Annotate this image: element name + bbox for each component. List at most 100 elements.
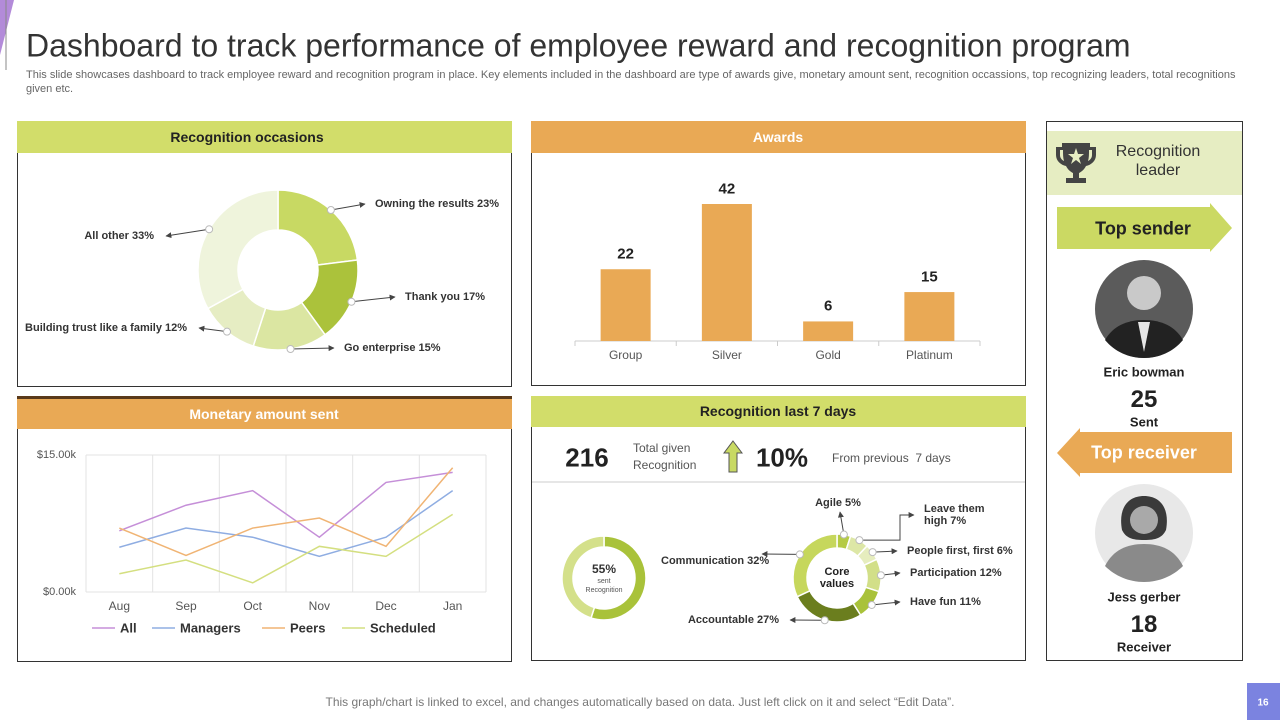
leader-line	[872, 548, 898, 555]
slice-value: 27%	[756, 614, 779, 626]
x-tick-label: Jan	[442, 599, 463, 613]
x-tick-label: Nov	[308, 599, 330, 613]
x-tick-label: Sep	[175, 599, 197, 613]
slice-value: 17%	[463, 291, 486, 303]
leader-dot	[795, 550, 804, 559]
leader-line	[330, 201, 366, 211]
receiver-unit: Receiver	[1116, 639, 1172, 655]
slice-value: 23%	[477, 198, 500, 210]
up-arrow-icon	[723, 440, 743, 473]
slice-label: Participation 12%	[910, 567, 1002, 579]
slice-category: Have fun	[910, 596, 957, 608]
top-sender-label: Top sender	[1095, 218, 1191, 239]
leader-dot	[347, 297, 356, 306]
slice-label: Communication 32%	[661, 555, 769, 567]
bar-value-label: 22	[617, 245, 634, 263]
slice-category: All other	[84, 230, 129, 242]
subtitle: This slide showcases dashboard to track …	[26, 69, 1236, 95]
sender-photo	[1095, 260, 1193, 358]
leader-line	[165, 228, 210, 239]
donut-value: 55%	[591, 562, 617, 576]
leader-dot	[855, 536, 864, 545]
receiver-photo	[1095, 484, 1193, 582]
slice-label: People first, first 6%	[907, 545, 1013, 557]
receiver-count: 18	[1130, 611, 1158, 638]
panel-title: Recognition last 7 days	[699, 403, 857, 419]
slice-value: 15%	[418, 342, 441, 354]
donut-slice	[792, 533, 838, 598]
donut-slice	[197, 189, 279, 310]
x-tick-label: Oct	[243, 599, 262, 613]
donut-track	[561, 535, 605, 619]
sender-unit: Sent	[1129, 414, 1159, 430]
panel	[531, 121, 1026, 386]
panel-title: Recognition occasions	[170, 129, 324, 145]
page-number-box	[1247, 683, 1280, 720]
corner-accent	[0, 0, 14, 55]
panel-header-rule	[17, 396, 512, 399]
receiver-name: Jess gerber	[1107, 589, 1181, 605]
panel-title: Monetary amount sent	[189, 406, 339, 422]
x-tick-label: Group	[608, 348, 643, 362]
slice-value: 5%	[845, 497, 861, 509]
series-line	[119, 471, 453, 539]
bar	[701, 204, 752, 341]
series-line	[119, 513, 454, 584]
title: Dashboard to track performance of employ…	[26, 27, 1131, 64]
donut-slice	[277, 189, 359, 266]
slice-category: Leave them high	[924, 503, 985, 527]
leader-line	[871, 599, 901, 606]
slice-label: Have fun 11%	[910, 596, 981, 608]
leader-dot	[286, 345, 295, 354]
slice-label: Leave them high 7%	[924, 503, 1004, 527]
slice-label: All other 33%	[84, 230, 154, 242]
sender-count: 25	[1130, 386, 1158, 413]
sender-name: Eric bowman	[1103, 364, 1185, 380]
series-line	[119, 490, 454, 558]
slice-category: Thank you	[405, 291, 461, 303]
slice-category: Owning the results	[375, 198, 475, 210]
total-count: 216	[565, 442, 609, 473]
bar	[803, 321, 854, 341]
slice-value: 12%	[164, 322, 187, 334]
y-tick-label: $0.00k	[42, 586, 76, 598]
leader-title: Recognition leader	[1115, 143, 1201, 179]
slice-category: People first, first	[907, 545, 994, 557]
donut-center-label: Core values	[819, 566, 855, 590]
x-tick-label: Gold	[815, 348, 841, 362]
bar-value-label: 15	[921, 268, 938, 286]
panel-title: Awards	[752, 129, 804, 145]
slice-label: Agile 5%	[815, 497, 861, 509]
change-label: From previous 7 days	[832, 451, 951, 465]
leader-dot	[839, 530, 848, 539]
legend-label: All	[120, 620, 137, 636]
footer: This graph/chart is linked to excel, and…	[325, 695, 955, 709]
y-tick-label: $15.00k	[36, 449, 76, 461]
legend-label: Scheduled	[370, 620, 436, 636]
leader-dot	[867, 600, 876, 609]
leader-line	[859, 512, 915, 541]
slice-value: 33%	[131, 230, 154, 242]
legend-label: Peers	[290, 620, 326, 636]
leader-dot	[876, 571, 885, 580]
slice-category: Accountable	[687, 614, 754, 626]
slice-label: Owning the results 23%	[375, 198, 499, 210]
slice-value: 6%	[996, 545, 1013, 557]
slice-category: Communication	[661, 555, 745, 567]
series-line	[119, 467, 454, 557]
leader-line	[290, 345, 335, 352]
slice-value: 32%	[747, 555, 770, 567]
leader-line	[198, 325, 228, 333]
x-tick-label: Aug	[108, 599, 131, 613]
legend-label: Managers	[180, 620, 241, 636]
slice-label: Go enterprise 15%	[344, 342, 441, 354]
slice-category: Building trust like a family	[25, 322, 162, 334]
x-tick-label: Silver	[711, 348, 742, 362]
total-label: Total given Recognition	[633, 441, 697, 472]
leader-dot	[223, 327, 232, 336]
panel-header	[17, 121, 512, 153]
bar-value-label: 6	[823, 297, 833, 315]
panel-header	[531, 396, 1026, 427]
